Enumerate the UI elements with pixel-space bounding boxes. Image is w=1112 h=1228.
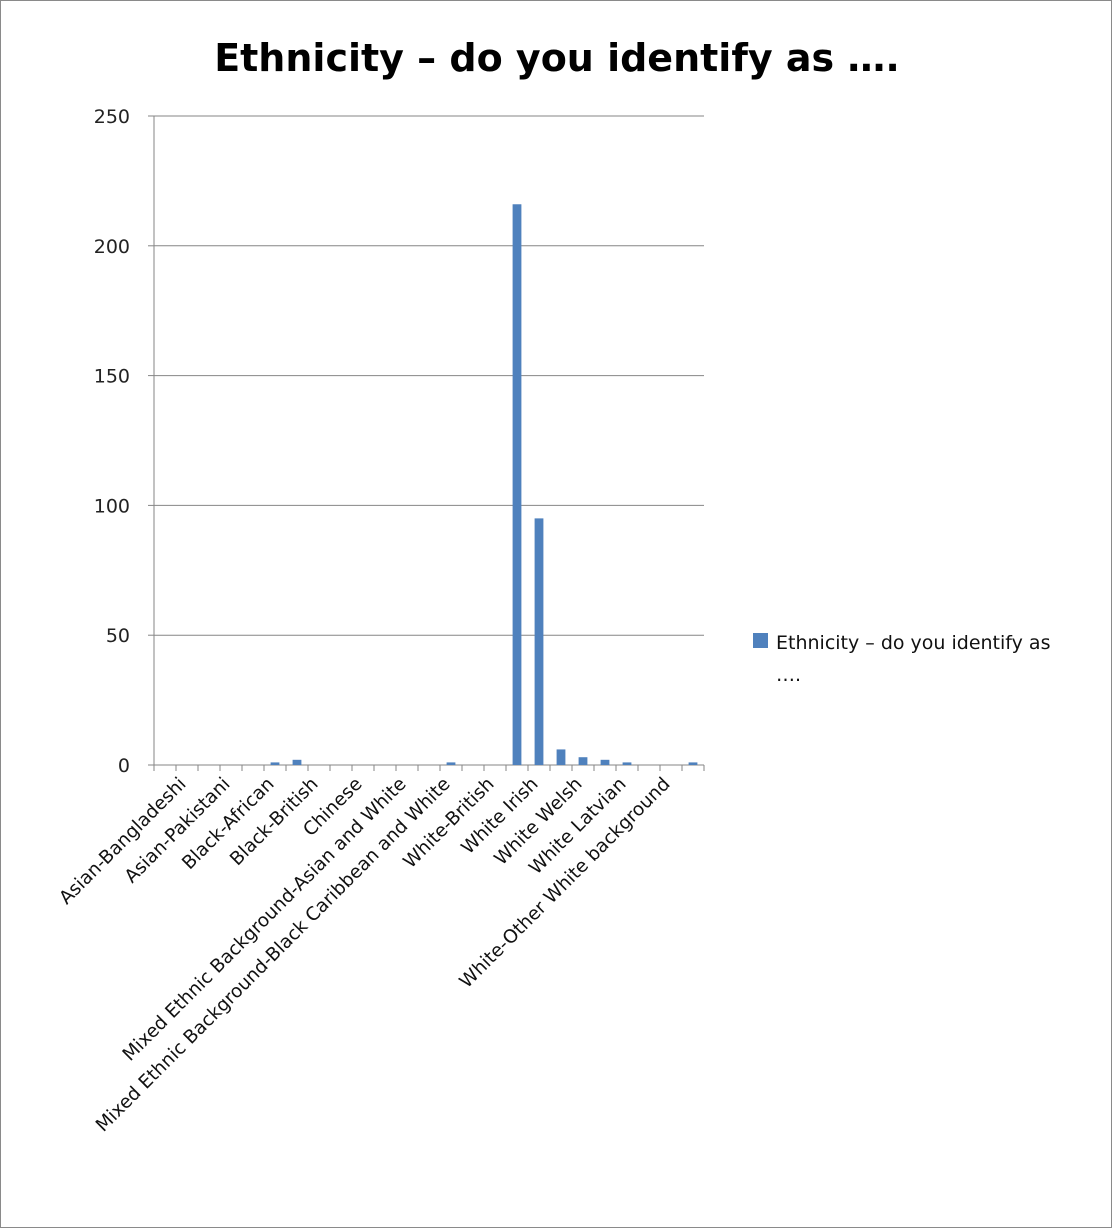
bar [688,762,698,765]
legend-label-line-2: …. [776,664,801,686]
y-tick-label: 250 [94,106,130,128]
axes [148,115,705,771]
legend-swatch [753,633,768,648]
y-tick-label: 50 [106,625,130,647]
y-tick-label: 100 [94,495,130,517]
bar [534,518,544,765]
bar [270,762,280,765]
y-tick-labels: 0 50 100 150 200 250 [94,106,130,777]
chart-title: Ethnicity – do you identify as …. [214,36,900,80]
bar [622,762,632,765]
y-tick-label: 200 [94,236,130,258]
y-tick-label: 0 [118,755,130,777]
gridlines [154,115,704,636]
x-tick-labels: Asian-BangladeshiAsian-PakistaniBlack-Af… [55,774,674,1137]
bar [446,762,456,765]
legend-label-line-1: Ethnicity – do you identify as [776,632,1050,654]
bar [512,204,522,765]
bars [270,204,698,765]
y-tick-label: 150 [94,366,130,388]
bar [292,759,302,765]
bar [578,757,588,765]
legend: Ethnicity – do you identify as …. [753,632,1050,686]
bar [600,759,610,765]
bar [556,749,566,765]
